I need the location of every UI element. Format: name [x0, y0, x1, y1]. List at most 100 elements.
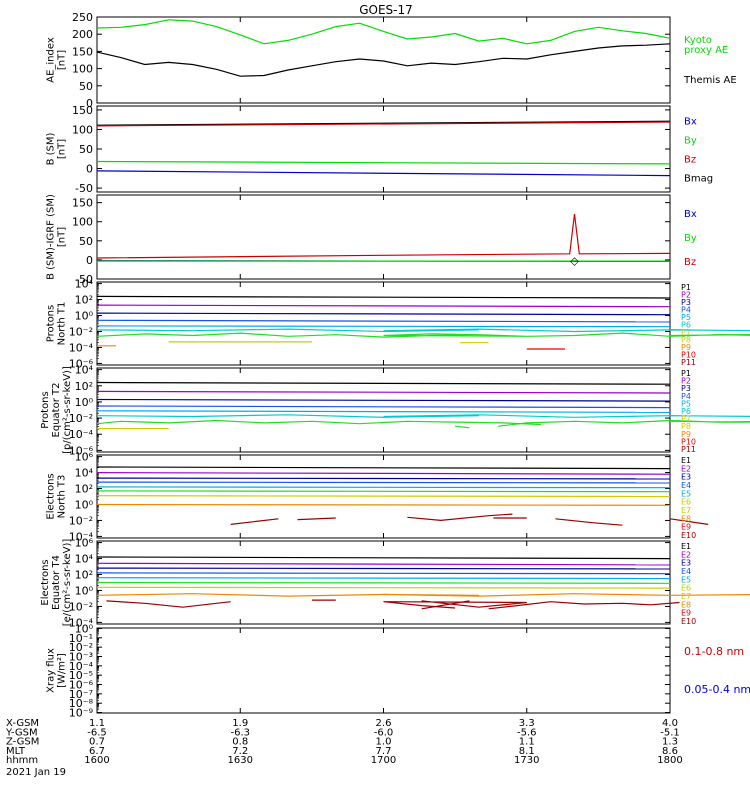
- x-row-value: 1.1: [89, 718, 105, 729]
- legend-entry: Themis AE: [683, 75, 737, 86]
- legend-entry: P6: [681, 407, 691, 416]
- legend-entry: E6: [681, 498, 691, 507]
- legend-entry: E3: [681, 559, 691, 568]
- y-axis-label-line: [W/m²]: [57, 653, 68, 688]
- y-tick-label: 10⁻¹: [69, 632, 93, 645]
- legend-entry: E5: [681, 575, 691, 584]
- y-axis-label-line: Protons: [40, 391, 51, 428]
- y-axis-label-line: [p/(cm²-s-sr-keV)]: [62, 366, 73, 454]
- x-row-value: -6.0: [374, 727, 394, 738]
- legend-entry: E9: [681, 523, 691, 532]
- series-e7: [96, 495, 671, 498]
- y-tick-label: 10⁻⁸: [69, 697, 94, 710]
- y-axis-label-line: B (SM): [46, 132, 57, 165]
- series-p2: [96, 390, 671, 394]
- y-tick-label: 10⁻²: [69, 325, 93, 338]
- legend-entry: E8: [681, 600, 691, 609]
- legend-entry: E4: [681, 567, 691, 576]
- y-axis-label-line: Electrons: [40, 559, 51, 605]
- x-row-value: 1700: [371, 755, 396, 766]
- legend-entry: E10: [681, 617, 696, 626]
- legend-entry: P5: [681, 399, 691, 408]
- x-row-value: 1730: [514, 755, 539, 766]
- series-e9: [383, 600, 527, 609]
- series-e1: [96, 556, 671, 560]
- legend-entry: E5: [681, 489, 691, 498]
- legend-entry: P4: [681, 392, 691, 401]
- y-tick-label: 150: [72, 197, 93, 210]
- legend-entry: P9: [681, 343, 691, 352]
- legend-entry: Bz: [684, 257, 696, 268]
- y-axis-label-line: Xray flux: [46, 648, 57, 693]
- panel-3: -50 0 50 100 150 B (SM)-IGRF (SM) [nT] ◇ Bx By Bz: [46, 194, 697, 286]
- x-row-value: 0.8: [232, 737, 248, 748]
- x-row-value: 7.7: [376, 746, 392, 757]
- y-axis-label-line: [nT]: [57, 227, 68, 247]
- y-tick-label: 100: [72, 123, 93, 136]
- series-bz: [96, 121, 671, 127]
- y-tick-label: 0: [86, 254, 93, 267]
- x-row-value: 8.1: [519, 746, 535, 757]
- legend-entry: P3: [681, 384, 691, 393]
- date-label: 2021 Jan 19: [6, 767, 66, 778]
- legend-entry: By: [684, 135, 697, 146]
- y-tick-label: 10⁴: [75, 467, 94, 480]
- y-axis-label-line: North T3: [57, 475, 68, 519]
- y-tick-label: 100: [72, 63, 93, 76]
- x-row-value: 1.0: [376, 737, 392, 748]
- series-kyoto-proxy-ae: [96, 19, 671, 45]
- x-row-value: 1.9: [232, 718, 248, 729]
- y-tick-label: 10⁻⁶: [69, 679, 94, 692]
- y-axis-label-line: Equator T2: [51, 383, 62, 438]
- legend-entry: E6: [681, 584, 691, 593]
- legend-entry: proxy AE: [684, 45, 728, 56]
- x-row-value: 3.3: [519, 718, 535, 729]
- y-axis-label: Protons North T1: [46, 302, 68, 346]
- series-p4: [96, 319, 671, 323]
- y-tick-label: 10⁰: [75, 622, 94, 635]
- y-tick-label: 10⁴: [75, 278, 94, 291]
- y-tick-label: 10⁰: [75, 396, 94, 409]
- series-e8: [96, 503, 671, 506]
- y-tick-label: 10⁻⁴: [69, 660, 94, 673]
- series-themis-ae: [96, 43, 671, 77]
- y-axis-label: Protons Equator T2 [p/(cm²-s-sr-keV)]: [40, 366, 73, 454]
- y-axis-label: Xray flux [W/m²]: [46, 648, 68, 693]
- series-e5: [96, 486, 671, 489]
- y-tick-label: 10⁴: [75, 364, 94, 377]
- series-e4: [96, 572, 671, 575]
- y-tick-label: 10⁴: [75, 553, 94, 566]
- x-row-label: Y-GSM: [5, 727, 38, 738]
- y-axis-label-line: [e/(cm²-s-sr-keV)]: [62, 539, 73, 627]
- y-tick-label: 0: [86, 163, 93, 176]
- legend-entry: P11: [681, 358, 696, 367]
- series-bmag: [96, 120, 671, 126]
- y-axis-label: B (SM) [nT]: [46, 132, 68, 165]
- x-row-value: 7.2: [232, 746, 248, 757]
- legend-entry: P2: [681, 291, 691, 300]
- panel-frame: [96, 194, 671, 280]
- series-p7: [498, 419, 750, 427]
- series-e9: [407, 513, 513, 522]
- y-tick-label: 10⁰: [75, 498, 94, 511]
- y-axis-label: B (SM)-IGRF (SM) [nT]: [46, 194, 68, 280]
- y-tick-label: 10²: [75, 569, 93, 582]
- y-axis-label-line: North T1: [57, 302, 68, 346]
- y-axis-label-line: [nT]: [57, 139, 68, 159]
- marker-annotation: ◇: [570, 254, 579, 267]
- legend-entry: E7: [681, 592, 691, 601]
- panel-frame: [96, 367, 671, 453]
- x-row-value: 1.1: [519, 737, 535, 748]
- x-row-value: 2.6: [376, 718, 392, 729]
- y-tick-label: 200: [72, 28, 93, 41]
- y-tick-label: 10⁻⁶: [69, 444, 94, 457]
- series-e2: [96, 472, 671, 475]
- y-tick-label: 10⁻⁴: [69, 341, 94, 354]
- series-p5: [96, 410, 671, 413]
- legend-entry: P7: [681, 328, 691, 337]
- series-e1: [96, 466, 671, 470]
- series-bx: [96, 170, 671, 177]
- y-axis-label-line: [nT]: [57, 50, 68, 70]
